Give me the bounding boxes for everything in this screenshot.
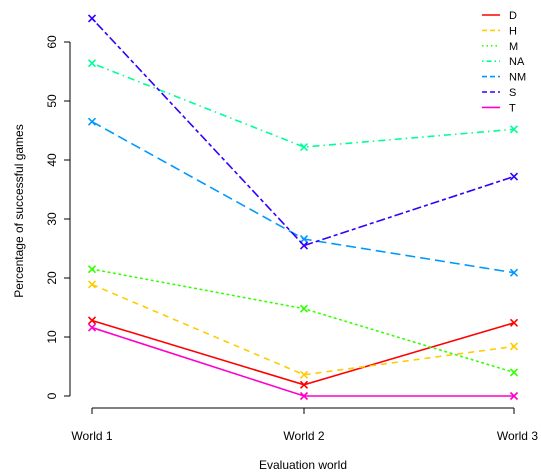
legend-item-d: D — [482, 10, 517, 22]
data-point-marker — [509, 391, 519, 401]
x-tick-label: World 3 — [497, 429, 538, 443]
x-tick-label: World 2 — [283, 429, 324, 443]
data-point-marker — [87, 323, 97, 332]
legend-label: D — [509, 10, 517, 22]
y-tick-label: 10 — [45, 330, 59, 344]
y-tick-label: 60 — [45, 35, 59, 49]
legend-item-s: S — [482, 87, 516, 99]
data-point-marker — [299, 370, 309, 379]
data-point-marker — [87, 280, 97, 289]
data-point-marker — [87, 117, 97, 126]
x-axis-title: Evaluation world — [259, 458, 347, 472]
data-point-marker — [299, 142, 309, 152]
legend-item-t: T — [482, 102, 516, 114]
y-tick-label: 50 — [45, 94, 59, 108]
legend-item-na: NA — [482, 56, 525, 68]
data-point-marker — [299, 391, 309, 401]
data-point-marker — [87, 265, 97, 274]
legend-item-nm: NM — [482, 72, 526, 84]
legend-label: T — [509, 102, 516, 114]
legend-label: M — [509, 41, 518, 53]
y-axis: 0 10 20 30 40 50 60 — [45, 35, 71, 399]
data-point-marker — [299, 241, 309, 250]
legend-item-h: H — [482, 25, 517, 37]
series-na — [87, 59, 519, 152]
data-point-marker — [299, 234, 309, 244]
data-point-marker — [299, 304, 309, 313]
data-point-marker — [509, 342, 519, 351]
data-point-marker — [299, 380, 309, 389]
legend: DHM NA NM ST — [482, 10, 526, 114]
series-h — [87, 280, 519, 379]
data-point-marker — [87, 59, 97, 68]
data-point-marker — [509, 125, 519, 134]
series-line — [91, 62, 515, 148]
series-layer — [87, 14, 519, 401]
legend-label: NM — [509, 72, 526, 84]
legend-label: H — [509, 25, 517, 37]
series-line — [91, 268, 515, 374]
y-tick-label: 40 — [45, 153, 59, 167]
data-point-marker — [509, 368, 519, 377]
legend-item-m: M — [482, 41, 518, 53]
y-tick-label: 30 — [45, 212, 59, 226]
series-line — [91, 17, 515, 247]
x-axis: World 1 World 2 World 3 — [71, 407, 538, 443]
y-axis-title: Percentage of successful games — [12, 124, 26, 297]
series-t — [87, 323, 519, 401]
series-nm — [87, 117, 519, 277]
series-m — [87, 265, 519, 377]
x-tick-label: World 1 — [71, 429, 112, 443]
series-line — [91, 283, 515, 376]
data-point-marker — [87, 316, 97, 325]
series-s — [87, 14, 519, 250]
data-point-marker — [509, 172, 519, 181]
data-point-marker — [509, 318, 519, 327]
legend-label: NA — [509, 56, 525, 68]
legend-label: S — [509, 87, 516, 99]
data-point-marker — [509, 268, 519, 277]
y-tick-label: 20 — [45, 271, 59, 285]
data-point-marker — [87, 14, 97, 23]
y-tick-label: 0 — [45, 392, 59, 399]
series-d — [87, 316, 519, 389]
